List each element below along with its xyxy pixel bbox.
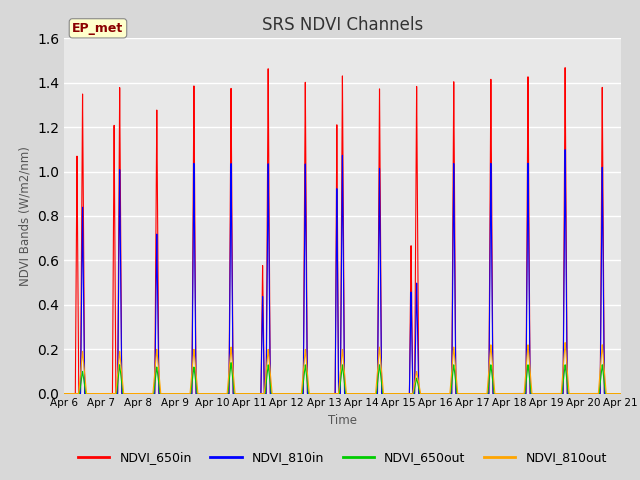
- NDVI_650in: [89, 391, 97, 396]
- NDVI_810out: [60, 391, 68, 396]
- NDVI_810in: [561, 147, 569, 153]
- NDVI_810in: [508, 391, 515, 396]
- Y-axis label: NDVI Bands (W/m2/nm): NDVI Bands (W/m2/nm): [19, 146, 31, 286]
- Line: NDVI_650in: NDVI_650in: [64, 68, 621, 394]
- Line: NDVI_810in: NDVI_810in: [64, 150, 621, 394]
- NDVI_810in: [415, 391, 423, 396]
- NDVI_650in: [617, 391, 625, 396]
- NDVI_810out: [561, 340, 569, 346]
- Text: EP_met: EP_met: [72, 22, 124, 35]
- NDVI_650in: [493, 391, 501, 396]
- NDVI_810out: [415, 384, 423, 390]
- X-axis label: Time: Time: [328, 414, 357, 427]
- NDVI_810in: [493, 391, 501, 396]
- NDVI_650out: [515, 391, 523, 396]
- NDVI_810out: [515, 391, 523, 396]
- NDVI_650in: [508, 391, 515, 396]
- NDVI_650out: [479, 391, 486, 396]
- NDVI_650in: [515, 391, 523, 396]
- NDVI_810in: [515, 391, 523, 396]
- NDVI_650out: [415, 389, 423, 395]
- NDVI_650out: [494, 391, 502, 396]
- NDVI_650in: [479, 391, 486, 396]
- NDVI_650in: [60, 391, 68, 396]
- NDVI_810out: [493, 391, 501, 396]
- Line: NDVI_650out: NDVI_650out: [64, 362, 621, 394]
- NDVI_650out: [227, 360, 235, 365]
- NDVI_650in: [561, 65, 569, 71]
- NDVI_810in: [479, 391, 486, 396]
- Legend: NDVI_650in, NDVI_810in, NDVI_650out, NDVI_810out: NDVI_650in, NDVI_810in, NDVI_650out, NDV…: [73, 446, 612, 469]
- NDVI_810out: [508, 391, 515, 396]
- NDVI_650out: [89, 391, 97, 396]
- Line: NDVI_810out: NDVI_810out: [64, 343, 621, 394]
- NDVI_810out: [617, 391, 625, 396]
- NDVI_650in: [415, 391, 423, 396]
- NDVI_810out: [89, 391, 97, 396]
- NDVI_650out: [617, 391, 625, 396]
- NDVI_810in: [89, 391, 97, 396]
- Title: SRS NDVI Channels: SRS NDVI Channels: [262, 16, 423, 34]
- NDVI_810in: [60, 391, 68, 396]
- NDVI_650out: [60, 391, 68, 396]
- NDVI_650out: [508, 391, 515, 396]
- NDVI_810in: [617, 391, 625, 396]
- NDVI_810out: [479, 391, 486, 396]
